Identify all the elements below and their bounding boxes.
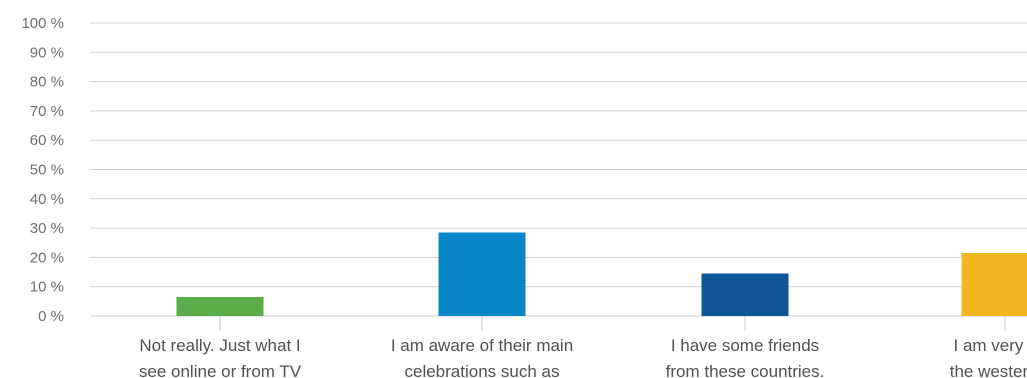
bars: [176, 232, 1027, 316]
y-tick-label: 50 %: [30, 162, 64, 179]
x-category-label: celebrations such as: [405, 362, 560, 378]
x-category-label: from these countries.: [666, 362, 825, 378]
x-category-label: Not really. Just what I: [139, 336, 300, 355]
y-tick-label: 10 %: [30, 279, 64, 296]
bar: [961, 253, 1027, 316]
x-axis-category-labels: Not really. Just what I see online or fro…: [139, 336, 1027, 378]
y-tick-label: 70 %: [30, 103, 64, 120]
x-category-label: I have some friends: [671, 336, 819, 355]
bar: [438, 232, 526, 316]
y-tick-label: 60 %: [30, 132, 64, 149]
y-tick-label: 90 %: [30, 44, 64, 61]
y-tick-label: 80 %: [30, 74, 64, 91]
x-category-label: I am very fam: [954, 336, 1027, 355]
x-category-label: see online or from TV: [139, 362, 302, 378]
x-category-label: the western cu: [950, 362, 1027, 378]
y-tick-label: 40 %: [30, 191, 64, 208]
x-axis-ticks: [219, 316, 1006, 331]
y-tick-label: 0 %: [38, 308, 64, 325]
y-tick-label: 20 %: [30, 249, 64, 266]
x-category-label: I am aware of their main: [391, 336, 573, 355]
y-tick-label: 30 %: [30, 220, 64, 237]
y-axis-tick-labels: 0 % 10 % 20 % 30 % 40 % 50 % 60 % 70 % 80 % 90 % 1…: [21, 15, 64, 325]
y-tick-label: 100 %: [21, 15, 64, 32]
gridlines: [90, 22, 1027, 317]
bar: [176, 296, 264, 316]
bar: [701, 273, 789, 316]
